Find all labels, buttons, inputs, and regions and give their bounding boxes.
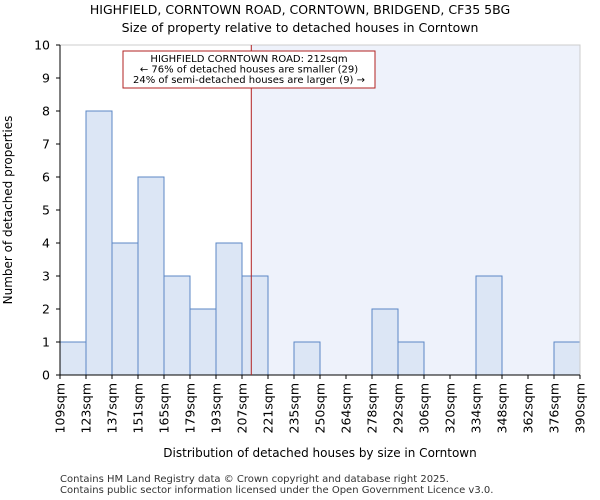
y-tick-label: 8 <box>42 104 50 119</box>
histogram-bar <box>553 341 581 376</box>
histogram-bar <box>475 275 503 376</box>
x-tick-label: 109sqm <box>53 383 68 433</box>
x-tick-label: 362sqm <box>521 383 536 433</box>
y-tick-label: 5 <box>42 203 50 218</box>
x-tick-label: 348sqm <box>495 383 510 433</box>
histogram-bar <box>111 242 139 376</box>
x-tick-label: 235sqm <box>287 383 302 433</box>
x-tick-label: 137sqm <box>105 383 120 433</box>
y-tick-label: 1 <box>42 335 50 350</box>
x-tick-label: 264sqm <box>339 383 354 433</box>
x-tick-label: 179sqm <box>183 383 198 433</box>
histogram-bar <box>215 242 243 376</box>
annotation-line: ← 76% of detached houses are smaller (29… <box>140 65 358 76</box>
histogram-bar <box>85 110 113 376</box>
annotation-line: 24% of semi-detached houses are larger (… <box>133 75 365 86</box>
x-tick-label: 165sqm <box>157 383 172 433</box>
x-tick-label: 207sqm <box>235 383 250 433</box>
larger-region-shading <box>251 45 581 375</box>
y-tick-label: 9 <box>42 71 50 86</box>
y-tick-label: 4 <box>42 236 50 251</box>
x-tick-label: 292sqm <box>391 383 406 433</box>
histogram-bar <box>189 308 217 376</box>
x-tick-label: 123sqm <box>79 383 94 433</box>
chart-subtitle: Size of property relative to detached ho… <box>121 20 479 35</box>
x-tick-label: 390sqm <box>573 383 588 433</box>
footer-licence: Contains public sector information licen… <box>60 485 494 496</box>
chart-title: HIGHFIELD, CORNTOWN ROAD, CORNTOWN, BRID… <box>89 2 511 17</box>
y-tick-label: 3 <box>42 269 50 284</box>
histogram-bar <box>371 308 399 376</box>
x-tick-label: 278sqm <box>365 383 380 433</box>
x-tick-label: 151sqm <box>131 383 146 433</box>
x-tick-label: 306sqm <box>417 383 432 433</box>
y-tick-label: 6 <box>42 170 50 185</box>
x-tick-label: 250sqm <box>313 383 328 433</box>
y-tick-label: 7 <box>42 137 50 152</box>
y-tick-label: 10 <box>34 38 50 53</box>
y-tick-label: 2 <box>42 302 50 317</box>
x-tick-label: 193sqm <box>209 383 224 433</box>
annotation-line: HIGHFIELD CORNTOWN ROAD: 212sqm <box>150 54 347 65</box>
histogram-bar <box>163 275 191 376</box>
histogram-bar <box>293 341 321 376</box>
y-axis-label: Number of detached properties <box>1 116 15 305</box>
histogram-bar <box>137 176 165 376</box>
footer-copyright: Contains HM Land Registry data © Crown c… <box>60 474 449 485</box>
x-tick-label: 334sqm <box>469 383 484 433</box>
histogram-bar <box>397 341 425 376</box>
histogram-bar <box>241 275 269 376</box>
y-tick-label: 0 <box>42 368 50 383</box>
x-axis-label: Distribution of detached houses by size … <box>163 446 476 460</box>
x-tick-label: 320sqm <box>443 383 458 433</box>
histogram-bar <box>59 341 87 376</box>
x-tick-label: 221sqm <box>261 383 276 433</box>
annotation-box <box>122 50 376 89</box>
x-tick-label: 376sqm <box>547 383 562 433</box>
